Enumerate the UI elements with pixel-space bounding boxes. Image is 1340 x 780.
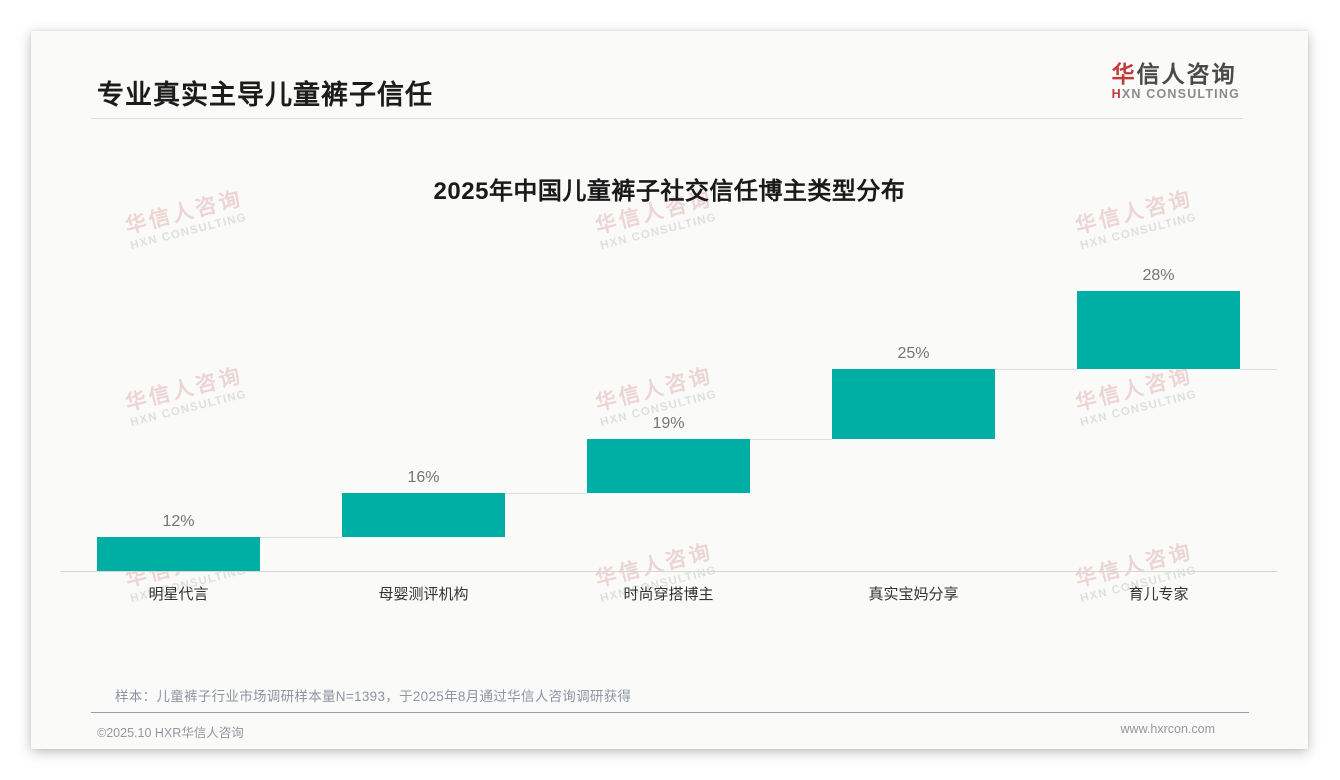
step-connector bbox=[505, 493, 587, 494]
axis-label-母婴测评机构: 母婴测评机构 bbox=[378, 586, 469, 603]
axis-label-时尚穿搭博主: 时尚穿搭博主 bbox=[623, 586, 714, 603]
bar-育儿专家 bbox=[1077, 291, 1240, 370]
step-connector bbox=[260, 537, 342, 538]
logo-english-text: HXN CONSULTING bbox=[1112, 87, 1240, 102]
step-connector bbox=[750, 439, 832, 440]
bar-时尚穿搭博主 bbox=[587, 439, 750, 493]
step-connector bbox=[995, 369, 1077, 370]
company-logo: 华信人咨询 HXN CONSULTING bbox=[1112, 61, 1240, 102]
axis-label-明星代言: 明星代言 bbox=[148, 586, 209, 603]
logo-gray-chars: 信人咨询 bbox=[1136, 61, 1237, 87]
website-url: www.hxrcon.com bbox=[1120, 722, 1215, 736]
page-title: 专业真实主导儿童裤子信任 bbox=[97, 80, 433, 110]
bar-value-label: 25% bbox=[897, 345, 930, 363]
copyright-text: ©2025.10 HXR华信人咨询 bbox=[97, 726, 244, 740]
logo-en-rest: XN CONSULTING bbox=[1121, 87, 1240, 101]
logo-red-h: H bbox=[1111, 87, 1122, 101]
sample-footnote: 样本：儿童裤子行业市场调研样本量N=1393，于2025年8月通过华信人咨询调研… bbox=[115, 689, 632, 704]
logo-red-char: 华 bbox=[1111, 61, 1137, 87]
bar-真实宝妈分享 bbox=[832, 369, 995, 440]
bar-value-label: 16% bbox=[407, 468, 440, 486]
bar-母婴测评机构 bbox=[342, 492, 505, 538]
axis-label-育儿专家: 育儿专家 bbox=[1128, 586, 1189, 603]
report-card: 华信人咨询 HXN CONSULTING 华信人咨询 HXN CONSULTING 华信… bbox=[31, 31, 1308, 749]
waterfall-chart: 12% 明星代言 16% 母婴测评机构 19% 时尚穿搭博主 25% 真实宝妈分享 28% 育儿专… bbox=[31, 31, 1308, 749]
title-divider bbox=[91, 118, 1243, 119]
bar-明星代言 bbox=[97, 537, 260, 571]
chart-title: 2025年中国儿童裤子社交信任博主类型分布 bbox=[433, 178, 906, 205]
footer-divider bbox=[91, 712, 1249, 713]
bar-value-label: 19% bbox=[652, 415, 685, 433]
bar-value-label: 12% bbox=[162, 513, 195, 531]
step-connector bbox=[1240, 369, 1277, 370]
axis-label-真实宝妈分享: 真实宝妈分享 bbox=[868, 586, 959, 603]
logo-chinese-text: 华信人咨询 bbox=[1112, 61, 1240, 87]
x-axis-line bbox=[60, 571, 1277, 572]
bar-value-label: 28% bbox=[1142, 267, 1175, 284]
